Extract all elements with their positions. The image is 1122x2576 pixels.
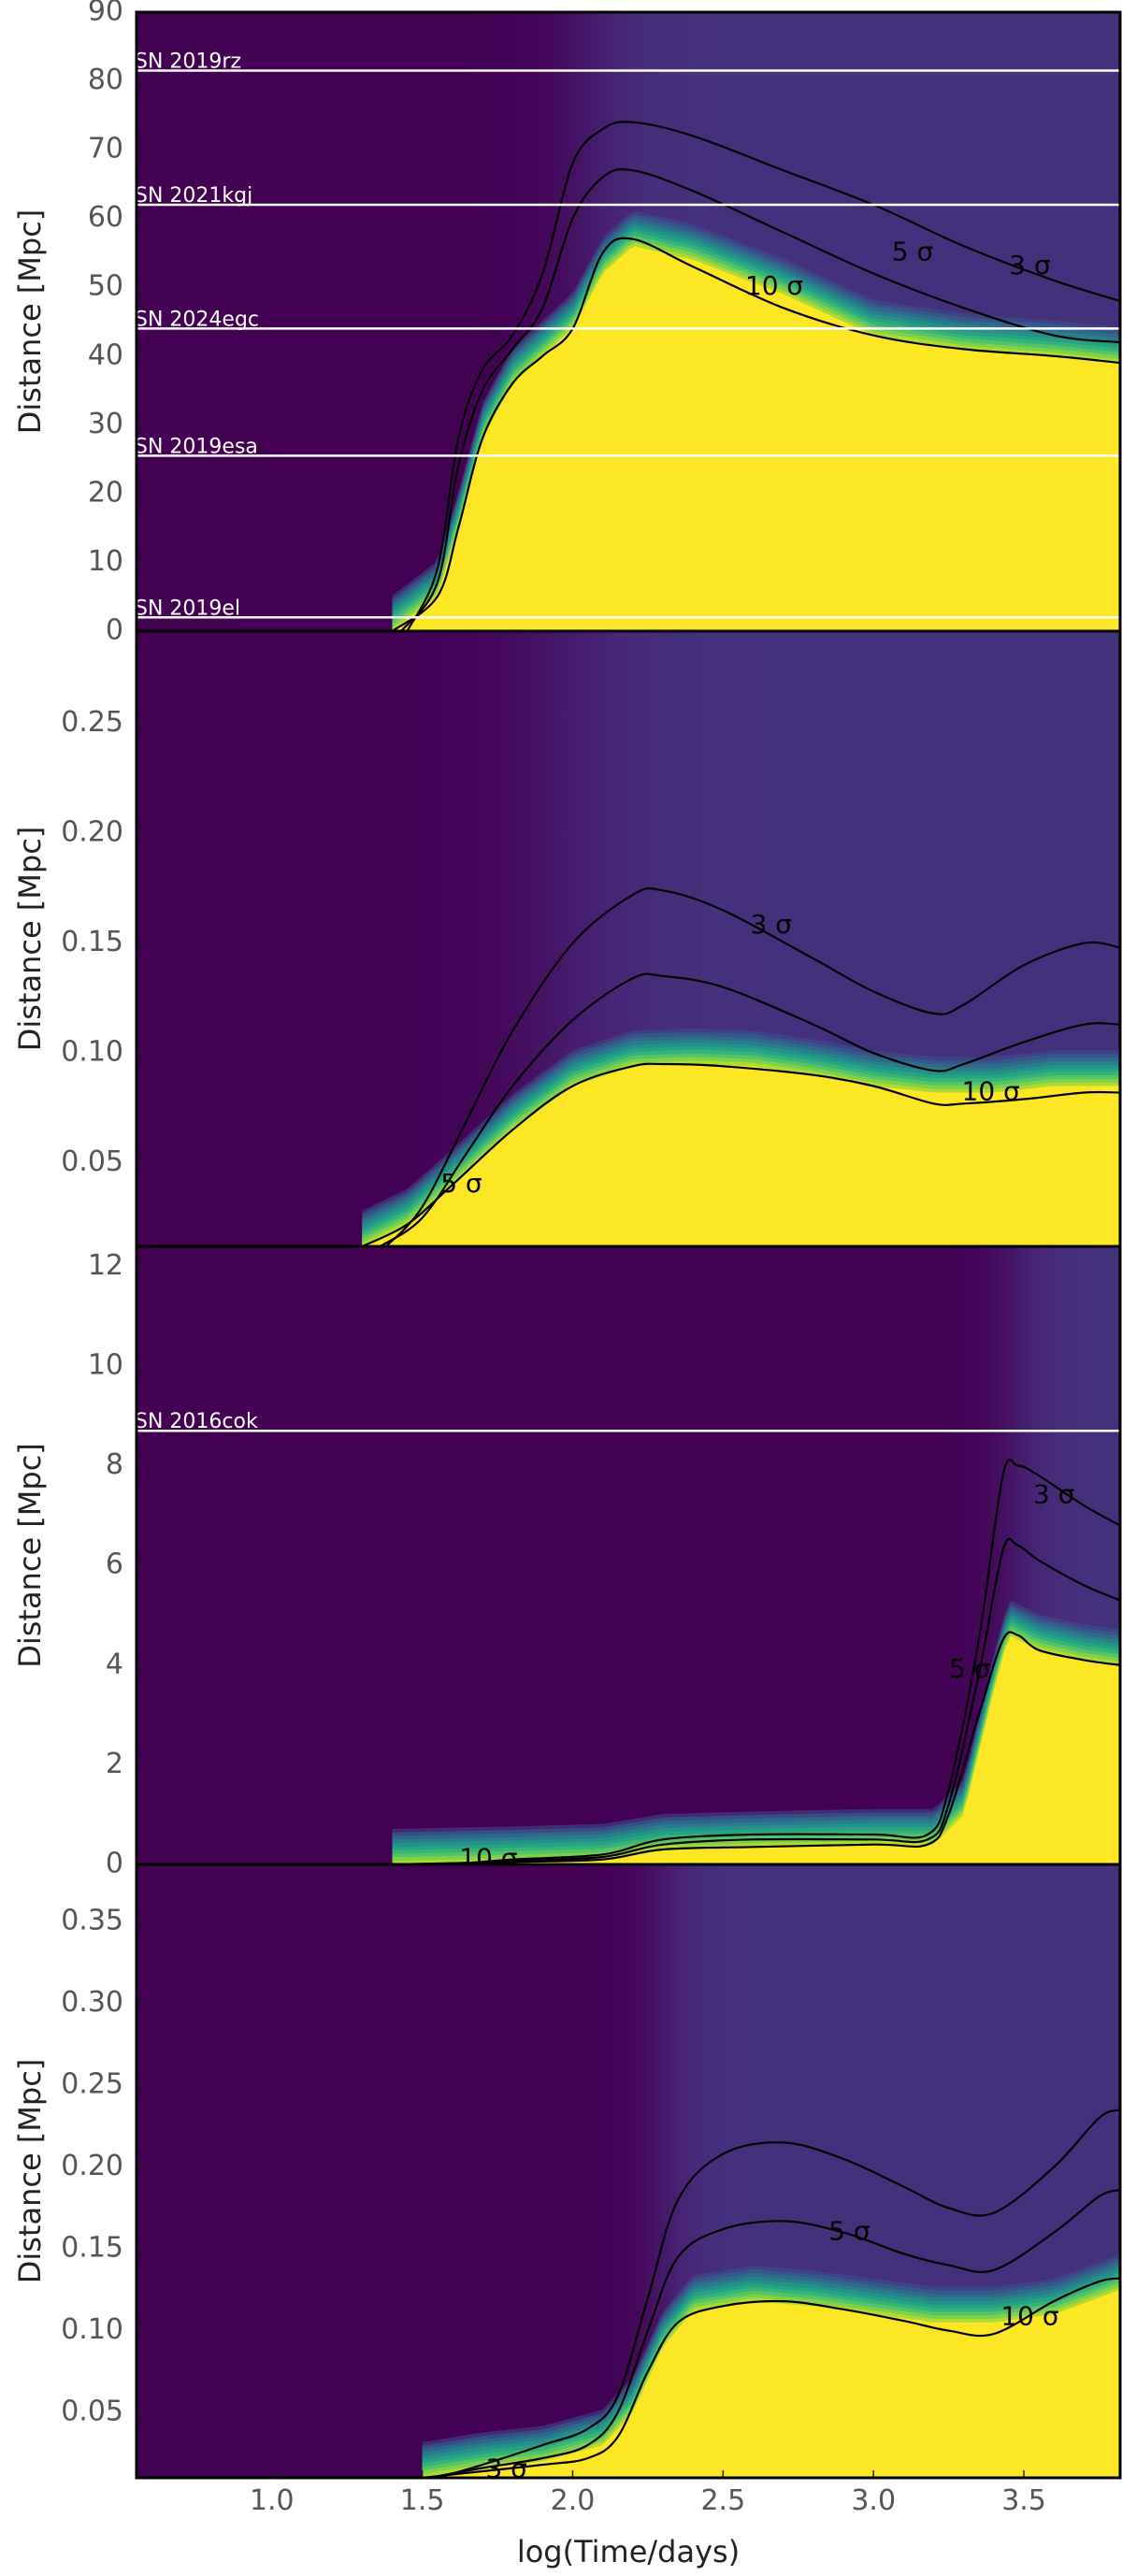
y-tick-label: 4 <box>106 1648 123 1680</box>
y-tick-label: 80 <box>88 64 123 96</box>
x-axis-label: log(Time/days) <box>517 2534 740 2569</box>
y-tick-label: 0 <box>106 614 123 647</box>
contour-label: 10 σ <box>1000 2301 1058 2332</box>
panel-1: 3 σ 5 σ 10 σ SN 2019rz SN 2021kgj SN 2024egc… <box>12 0 1120 647</box>
contour-line <box>427 2189 1120 2478</box>
y-tick-label: 0.35 <box>61 1905 123 1937</box>
contour-line <box>452 1459 1120 1864</box>
contour-line <box>422 1537 1120 1864</box>
contour-label: 10 σ <box>745 270 803 301</box>
contour-line <box>379 972 1120 1246</box>
y-tick-label: 0.30 <box>61 1986 123 2019</box>
panel-3: 3 σ 5 σ 10 σ SN 2016cok 0 2 4 6 8 10 12 Distance… <box>12 1246 1120 1880</box>
contours-panel-3: 3 σ 5 σ 10 σ <box>392 1459 1120 1874</box>
panel-frames <box>135 10 1122 2480</box>
x-tick-label: 2.5 <box>700 2484 745 2517</box>
y-tick-label: 90 <box>88 0 123 28</box>
y-tick-label: 40 <box>88 338 123 371</box>
sn-label: SN 2024egc <box>135 308 259 331</box>
y-tick-label: 0.10 <box>61 2313 123 2346</box>
y-axis-label-panel-3: Distance [Mpc] <box>12 1443 48 1668</box>
heatmap-panel-2 <box>137 631 1120 1246</box>
contour-label: 3 σ <box>751 909 792 940</box>
y-tick-label: 0.25 <box>61 2068 123 2101</box>
sn-label: SN 2019esa <box>135 435 258 458</box>
contour-label: 5 σ <box>828 2216 870 2247</box>
y-axis-label-panel-2: Distance [Mpc] <box>12 827 48 1052</box>
contour-label: 3 σ <box>485 2453 526 2483</box>
contour-line <box>391 237 1120 631</box>
y-tick-label: 0.15 <box>61 2232 123 2265</box>
y-ticks-panel-1: 0 10 20 30 40 50 60 70 80 90 <box>88 0 144 647</box>
contour-line <box>392 1631 1120 1864</box>
y-tick-label: 0.20 <box>61 816 123 849</box>
y-tick-label: 60 <box>88 201 123 234</box>
contour-line <box>406 121 1120 631</box>
y-ticks-panel-4: 0.05 0.10 0.15 0.20 0.25 0.30 0.35 <box>61 1905 144 2428</box>
contour-label: 3 σ <box>1033 1479 1074 1510</box>
sn-lines-panel-3: SN 2016cok <box>135 1410 1120 1433</box>
x-tick-label: 1.0 <box>250 2484 295 2517</box>
contours-panel-2: 3 σ 5 σ 10 σ <box>361 887 1120 1246</box>
y-tick-label: 8 <box>106 1448 123 1481</box>
sn-label: SN 2019el <box>135 597 240 620</box>
contour-line <box>400 167 1120 631</box>
contour-line <box>437 2108 1120 2478</box>
contour-label: 5 σ <box>892 236 933 266</box>
panel-frame <box>135 1863 1122 2480</box>
contour-line <box>422 2277 1120 2478</box>
contour-label: 10 σ <box>459 1843 517 1874</box>
y-tick-label: 0.20 <box>61 2150 123 2182</box>
contour-line <box>385 887 1120 1246</box>
x-tick-label: 3.5 <box>1001 2484 1046 2517</box>
y-tick-label: 0.25 <box>61 706 123 739</box>
x-tick-label: 3.0 <box>851 2484 896 2517</box>
y-axis-label-panel-4: Distance [Mpc] <box>12 2059 48 2284</box>
panel-2: 3 σ 5 σ 10 σ 0.05 0.10 0.15 0.20 0.25 Distance… <box>12 631 1120 1246</box>
y-ticks-panel-2: 0.05 0.10 0.15 0.20 0.25 <box>61 706 144 1178</box>
y-tick-label: 6 <box>106 1548 123 1581</box>
y-tick-label: 0.10 <box>61 1036 123 1069</box>
contour-label: 5 σ <box>949 1653 990 1684</box>
y-tick-label: 0 <box>106 1848 123 1880</box>
panel-4: 3 σ5 σ10 σ 0.050.100.150.200.250.300.35 … <box>12 1864 1120 2483</box>
y-tick-label: 70 <box>88 133 123 165</box>
sn-label: SN 2016cok <box>135 1410 258 1433</box>
y-tick-label: 50 <box>88 270 123 303</box>
sn-label: SN 2021kgj <box>135 184 252 208</box>
x-tick-label: 2.0 <box>551 2484 596 2517</box>
x-tick-label: 1.5 <box>400 2484 445 2517</box>
contour-line <box>361 1062 1120 1246</box>
sn-label: SN 2019rz <box>135 50 241 74</box>
y-tick-label: 10 <box>88 1348 123 1381</box>
contour-label: 10 σ <box>962 1076 1020 1107</box>
heatmap-panel-1 <box>137 12 1120 631</box>
y-tick-label: 20 <box>88 476 123 509</box>
y-tick-label: 30 <box>88 408 123 440</box>
contour-label: 3 σ <box>1009 250 1050 281</box>
y-tick-label: 0.15 <box>61 926 123 958</box>
contours-panel-1: 3 σ 5 σ 10 σ <box>391 121 1120 631</box>
y-tick-label: 0.05 <box>61 1145 123 1178</box>
sn-lines-panel-1: SN 2019rz SN 2021kgj SN 2024egc SN 2019esa S… <box>135 50 1120 620</box>
y-tick-label: 2 <box>106 1748 123 1780</box>
y-tick-label: 0.05 <box>61 2396 123 2428</box>
x-ticks: 1.0 1.5 2.0 2.5 3.0 3.5 <box>250 2470 1046 2517</box>
y-tick-label: 10 <box>88 545 123 578</box>
heatmap-panel-3 <box>137 1246 1120 1864</box>
contour-label: 5 σ <box>440 1168 482 1199</box>
contours-panel-4: 3 σ 5 σ 10 σ <box>422 2108 1120 2483</box>
y-axis-label-panel-1: Distance [Mpc] <box>12 209 48 435</box>
y-tick-label: 12 <box>88 1249 123 1282</box>
